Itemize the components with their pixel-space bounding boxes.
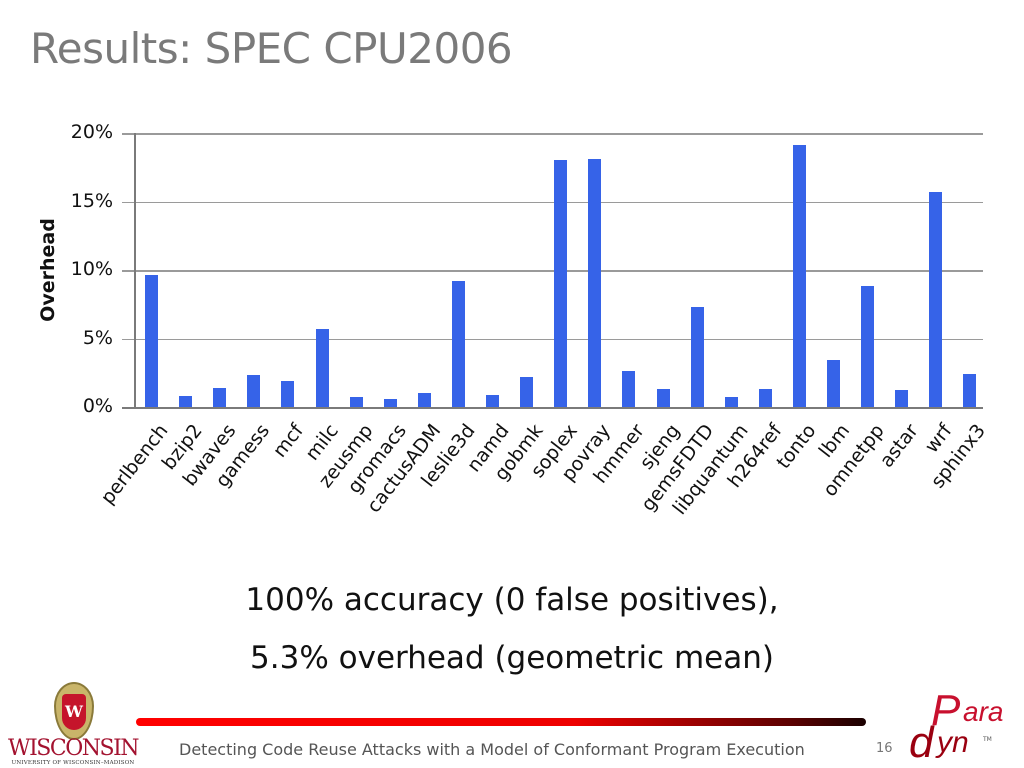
- uw-crest-icon: W: [54, 682, 94, 740]
- bar-gamess: [247, 375, 261, 407]
- paradyn-ara: ara: [963, 696, 1004, 727]
- bar-namd: [486, 395, 499, 407]
- caption-accuracy: 100% accuracy (0 false positives),: [245, 582, 779, 618]
- y-tick-label: 5%: [82, 326, 113, 349]
- bar-bwaves: [213, 387, 227, 407]
- y-tick-label: 20%: [70, 121, 113, 143]
- bar-libquantum: [724, 397, 738, 407]
- bar-mcf: [281, 380, 295, 407]
- bar-hmmer: [622, 371, 636, 407]
- gridline: [122, 201, 983, 203]
- bar-sjeng: [656, 389, 670, 407]
- wisconsin-wordmark: WISCONSIN: [8, 736, 140, 761]
- slide-title: Results: SPEC CPU2006: [30, 24, 513, 73]
- y-tick-label: 0%: [82, 395, 113, 417]
- y-tick-label: 10%: [70, 258, 113, 280]
- gridline: [122, 270, 983, 272]
- overhead-bar-chart: Overhead 0% 5% 10% 15% 20% perlbench bzip2 bwa…: [37, 121, 990, 519]
- y-tick-label: 15%: [70, 189, 113, 212]
- wisconsin-logo: W WISCONSIN UNIVERSITY OF WISCONSIN–MADI…: [8, 680, 140, 768]
- paradyn-logo: P ara d yn TM: [905, 686, 1020, 767]
- bar-leslie3d: [451, 280, 465, 407]
- gridline: [122, 338, 983, 340]
- footer-divider: [136, 718, 866, 726]
- bar-h264ref: [758, 389, 772, 407]
- bar-astar: [895, 389, 909, 407]
- bar-milc: [315, 328, 329, 407]
- bar-wrf: [929, 191, 943, 407]
- bar-cactusADM: [417, 393, 431, 407]
- bar-soplex: [554, 160, 568, 407]
- x-label-mcf: mcf: [269, 420, 309, 462]
- bar-lbm: [827, 360, 840, 407]
- crest-letter: W: [62, 694, 86, 730]
- bar-gromacs: [383, 398, 397, 407]
- x-label-astar: astar: [875, 420, 923, 472]
- caption-overhead: 5.3% overhead (geometric mean): [250, 640, 774, 676]
- paradyn-p: P: [931, 686, 961, 735]
- bar-gobmk: [520, 376, 534, 407]
- bar-omnetpp: [861, 286, 875, 407]
- bar-bzip2: [179, 396, 193, 407]
- trademark: TM: [983, 736, 992, 743]
- footer-text: Detecting Code Reuse Attacks with a Mode…: [179, 740, 805, 759]
- bar-povray: [588, 159, 602, 407]
- gridline: [122, 133, 983, 135]
- page-number: 16: [876, 741, 893, 756]
- x-label-perlbench: perlbench: [96, 420, 173, 509]
- paradyn-yn: yn: [937, 726, 969, 759]
- bar-sphinx3: [963, 374, 977, 407]
- bar-zeusmp: [349, 397, 363, 407]
- wisconsin-subtitle: UNIVERSITY OF WISCONSIN–MADISON: [11, 760, 135, 766]
- y-axis-line: [134, 133, 136, 408]
- bar-perlbench: [145, 275, 158, 407]
- bar-tonto: [792, 145, 806, 407]
- gridline: [122, 407, 983, 409]
- paradyn-d: d: [909, 718, 934, 767]
- bar-gemsFDTD: [690, 306, 704, 407]
